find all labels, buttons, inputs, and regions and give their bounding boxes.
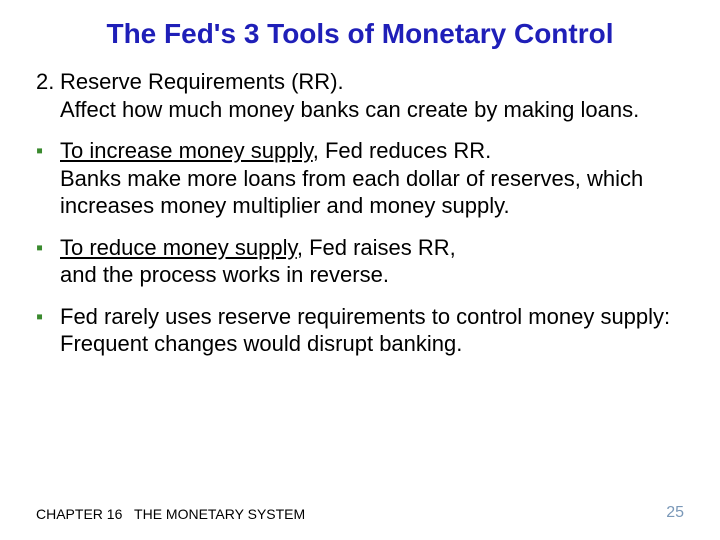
- slide-title: The Fed's 3 Tools of Monetary Control: [36, 18, 684, 50]
- bullet-item: ▪ To reduce money supply, Fed raises RR,…: [36, 234, 684, 289]
- bullet-underline: To reduce money supply: [60, 235, 297, 260]
- bullet-text: Fed rarely uses reserve requirements to …: [60, 303, 684, 358]
- item-text: Reserve Requirements (RR). Affect how mu…: [60, 68, 684, 123]
- slide-body: 2. Reserve Requirements (RR). Affect how…: [36, 68, 684, 358]
- bullet-item: ▪ Fed rarely uses reserve requirements t…: [36, 303, 684, 358]
- bullet-text: To reduce money supply, Fed raises RR, a…: [60, 234, 684, 289]
- square-bullet-icon: ▪: [36, 137, 60, 220]
- bullet-text: To increase money supply, Fed reduces RR…: [60, 137, 684, 220]
- item-number: 2.: [36, 68, 60, 123]
- bullet-rest: , Fed reduces RR.: [313, 138, 492, 163]
- square-bullet-icon: ▪: [36, 303, 60, 358]
- footer-chapter: CHAPTER 16: [36, 506, 122, 522]
- bullet-underline: To increase money supply: [60, 138, 313, 163]
- slide: The Fed's 3 Tools of Monetary Control 2.…: [0, 0, 720, 540]
- footer-title: THE MONETARY SYSTEM: [134, 506, 305, 522]
- bullet-plain: Fed rarely uses reserve requirements to …: [60, 304, 670, 357]
- bullet-line2: Banks make more loans from each dollar o…: [60, 166, 643, 219]
- slide-footer: CHAPTER 16 THE MONETARY SYSTEM: [36, 506, 305, 522]
- bullet-item: ▪ To increase money supply, Fed reduces …: [36, 137, 684, 220]
- bullet-line2: and the process works in reverse.: [60, 262, 389, 287]
- rr-desc: Affect how much money banks can create b…: [60, 97, 639, 122]
- rr-heading: Reserve Requirements (RR).: [60, 69, 344, 94]
- bullet-rest: , Fed raises RR,: [297, 235, 456, 260]
- square-bullet-icon: ▪: [36, 234, 60, 289]
- numbered-item: 2. Reserve Requirements (RR). Affect how…: [36, 68, 684, 123]
- page-number: 25: [666, 504, 684, 522]
